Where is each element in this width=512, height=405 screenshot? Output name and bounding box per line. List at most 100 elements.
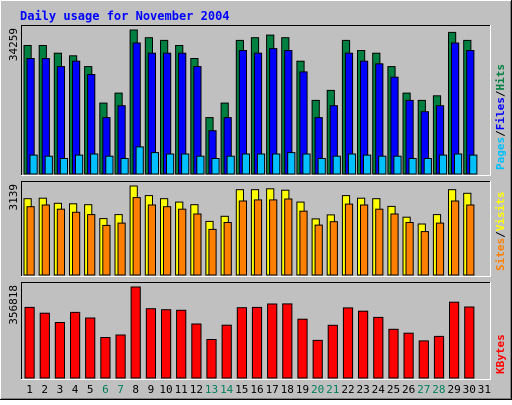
bar-sites-day-11 [178, 208, 187, 276]
panel-hits: 34259 Pages/Files/Hits [7, 25, 507, 176]
bar-kbytes-day-6 [100, 337, 111, 379]
bar-kbytes-day-12 [191, 323, 202, 379]
legend-entry-visits: Visits [494, 192, 507, 232]
bar-pages-day-4 [75, 154, 84, 175]
day-label-1: 1 [26, 383, 33, 396]
bar-kbytes-day-25 [388, 328, 399, 379]
bar-pages-day-12 [196, 155, 205, 175]
bar-pages-day-6 [105, 155, 114, 175]
day-label-11: 11 [175, 383, 188, 396]
bar-pages-day-24 [378, 155, 387, 175]
day-label-19: 19 [296, 383, 309, 396]
day-label-2: 2 [41, 383, 48, 396]
legend-entry-kbytes: KBytes [494, 334, 507, 374]
bar-pages-day-16 [256, 153, 266, 175]
legend-entry-pages: Pages [494, 137, 507, 170]
legend-entry-separator: / [494, 90, 507, 97]
legend-entry-separator: / [494, 130, 507, 137]
bar-kbytes-day-26 [403, 332, 414, 379]
legend-entry-sites: Sites [494, 238, 507, 271]
day-axis-labels: 1 2 3 4 5 6 7 8 9 10 11 12 13 14 15 16 17 18 19 20 21 22 23 24 2… [26, 383, 491, 396]
bar-sites-day-4 [72, 211, 81, 276]
legend-entry-separator: / [494, 231, 507, 238]
bar-sites-day-12 [193, 213, 202, 276]
panel-visits: 3139 Sites/Visits [7, 181, 507, 277]
bar-pages-day-9 [150, 152, 160, 175]
panel-kbytes: 356818 KBytes [7, 282, 507, 380]
bar-pages-day-17 [272, 153, 281, 175]
bar-sites-day-26 [405, 222, 414, 276]
bar-kbytes-day-14 [221, 324, 232, 379]
bar-sites-day-18 [284, 198, 293, 276]
day-label-20: 20 [311, 383, 324, 396]
bar-kbytes-day-3 [54, 322, 65, 379]
day-label-13: 13 [205, 383, 218, 396]
panel-hits-max-label: 34259 [7, 28, 20, 61]
bar-sites-day-29 [451, 200, 460, 276]
bar-sites-day-3 [56, 208, 65, 276]
bar-pages-day-20 [317, 158, 326, 175]
panel-hits-legend: Pages/Files/Hits [494, 64, 507, 170]
panel-visits-max-label: 3139 [7, 184, 20, 211]
day-label-10: 10 [159, 383, 172, 396]
bar-sites-day-23 [360, 204, 369, 276]
bar-sites-day-14 [223, 222, 232, 276]
bar-sites-day-2 [41, 204, 50, 276]
day-label-22: 22 [341, 383, 354, 396]
bar-pages-day-29 [454, 153, 463, 175]
bar-sites-day-22 [344, 203, 354, 276]
day-label-14: 14 [220, 383, 234, 396]
day-label-7: 7 [117, 383, 124, 396]
bar-pages-day-28 [438, 154, 448, 175]
bar-kbytes-day-9 [145, 308, 157, 379]
day-label-16: 16 [250, 383, 263, 396]
bar-kbytes-day-17 [267, 303, 278, 379]
panel-kbytes-legend: KBytes [494, 334, 507, 374]
bar-sites-day-6 [102, 224, 111, 276]
bar-pages-day-7 [120, 158, 129, 175]
day-label-6: 6 [102, 383, 109, 396]
day-label-26: 26 [402, 383, 415, 396]
bar-sites-day-10 [163, 206, 172, 276]
chart-panels: 34259Pages/Files/Hits3139Sites/Visits356… [7, 25, 507, 380]
day-label-18: 18 [281, 383, 294, 396]
day-label-23: 23 [356, 383, 369, 396]
bar-kbytes-day-13 [206, 339, 217, 379]
bar-pages-day-5 [90, 153, 99, 175]
bar-sites-day-21 [329, 221, 338, 276]
bar-kbytes-day-4 [70, 311, 81, 379]
bar-pages-day-26 [408, 158, 417, 175]
day-label-28: 28 [432, 383, 445, 396]
bar-sites-day-27 [420, 231, 429, 276]
bar-pages-day-13 [211, 158, 220, 175]
bar-kbytes-day-27 [418, 340, 429, 379]
bar-kbytes-day-16 [251, 306, 263, 379]
day-label-17: 17 [266, 383, 279, 396]
bar-kbytes-day-18 [282, 303, 293, 379]
bar-kbytes-day-30 [464, 306, 475, 379]
bar-kbytes-day-21 [327, 324, 338, 379]
day-label-21: 21 [326, 383, 339, 396]
day-label-8: 8 [132, 383, 139, 396]
bar-kbytes-day-29 [449, 301, 460, 379]
bar-sites-day-24 [375, 208, 384, 276]
bar-sites-day-30 [466, 204, 475, 276]
bar-kbytes-day-2 [39, 312, 50, 379]
bar-kbytes-day-20 [312, 339, 323, 379]
bar-sites-day-20 [314, 224, 323, 276]
bar-kbytes-day-5 [85, 317, 96, 379]
day-label-3: 3 [57, 383, 64, 396]
bar-kbytes-day-28 [433, 335, 445, 379]
bar-kbytes-day-24 [373, 316, 384, 379]
bar-sites-day-7 [117, 222, 126, 276]
bar-pages-day-23 [363, 154, 372, 175]
day-label-27: 27 [417, 383, 430, 396]
bar-sites-day-28 [435, 222, 445, 276]
bar-kbytes-day-11 [176, 309, 187, 379]
chart-title: Daily usage for November 2004 [20, 9, 230, 23]
day-label-15: 15 [235, 383, 248, 396]
day-label-25: 25 [387, 383, 400, 396]
bar-sites-day-16 [253, 199, 263, 276]
day-label-5: 5 [87, 383, 94, 396]
